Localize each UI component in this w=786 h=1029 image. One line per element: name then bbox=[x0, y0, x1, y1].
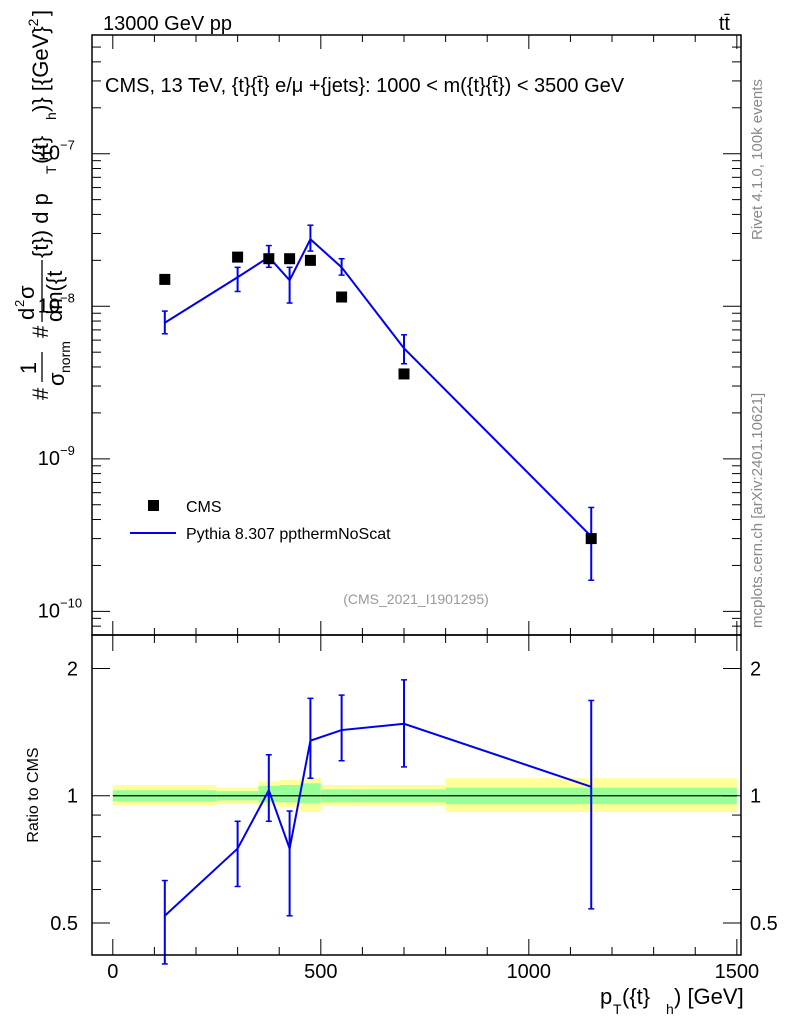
main-y-tick-label-base: 10 bbox=[38, 143, 60, 165]
xlabel-sub1: T bbox=[613, 1001, 622, 1017]
ylabel-frac2-den: dm({t bbox=[42, 271, 67, 322]
ratio-y-tick-label-right: 0.5 bbox=[750, 913, 778, 935]
data-point bbox=[284, 253, 296, 265]
data-point bbox=[263, 253, 275, 265]
ratio-y-tick-labels: 0.5 0.5 1 1 2 2 bbox=[50, 658, 778, 935]
analysis-watermark: (CMS_2021_I1901295) bbox=[343, 591, 489, 607]
main-y-tick-label-exp: −9 bbox=[60, 443, 75, 458]
main-axis-ticks bbox=[92, 34, 741, 635]
ratio-axis-ticks bbox=[92, 635, 741, 955]
data-point bbox=[232, 251, 244, 263]
main-y-tick-label-base: 10 bbox=[38, 448, 60, 470]
ratio-y-tick-label-right: 2 bbox=[750, 658, 761, 680]
ratio-x-tick-labels: 0 500 1000 1500 bbox=[107, 961, 759, 983]
ylabel-rest-2-sub: h bbox=[43, 112, 59, 120]
ylabel-frac2-d: d bbox=[14, 308, 39, 320]
ratio-y-axis-label: Ratio to CMS bbox=[25, 747, 42, 842]
ylabel-rest-1-sub: T bbox=[43, 165, 59, 174]
ratio-frame bbox=[91, 634, 742, 956]
ylabel-frac1-den-sub: norm bbox=[57, 341, 73, 373]
main-y-tick-label-base: 10 bbox=[38, 295, 60, 317]
header-right-label: tt̄ bbox=[719, 13, 731, 35]
data-point bbox=[398, 368, 410, 380]
data-point bbox=[159, 273, 171, 285]
mc-line bbox=[164, 237, 592, 538]
xlabel-sub2: h bbox=[666, 1001, 674, 1017]
ylabel-rest-1: {t}) d p bbox=[28, 193, 53, 258]
xlabel-end: ) [GeV] bbox=[674, 984, 744, 1009]
ratio-band-inner bbox=[300, 783, 321, 804]
xlabel-mid: ({t} bbox=[622, 984, 650, 1009]
x-tick-label: 500 bbox=[304, 961, 337, 983]
main-y-tick-label-exp: −8 bbox=[60, 290, 75, 305]
ylabel-rest-3-sup: -2 bbox=[25, 18, 41, 31]
main-y-tick-label-exp: −10 bbox=[60, 595, 82, 610]
x-tick-label: 0 bbox=[107, 961, 118, 983]
main-y-tick-label-base: 10 bbox=[38, 600, 60, 622]
ratio-y-tick-label-left: 2 bbox=[67, 658, 78, 680]
ratio-y-tick-label-left: 1 bbox=[67, 786, 78, 808]
ratio-y-tick-label-left: 0.5 bbox=[50, 913, 78, 935]
x-tick-label: 1500 bbox=[715, 961, 760, 983]
ylabel-hash-2: # bbox=[28, 325, 53, 338]
ylabel-rest-4: ] bbox=[28, 10, 53, 16]
rivet-version-label: Rivet 4.1.0, 100k events bbox=[749, 79, 766, 240]
data-point bbox=[585, 533, 597, 545]
ratio-mc-line bbox=[164, 722, 592, 917]
ylabel-rest-2: ({t} bbox=[28, 136, 53, 164]
data-point bbox=[336, 291, 348, 303]
ylabel-frac2-sigma: σ bbox=[14, 285, 39, 299]
legend-mc-label: Pythia 8.307 ppthermNoScat bbox=[186, 526, 391, 543]
ratio-mc-series bbox=[161, 679, 595, 965]
legend-data-label: CMS bbox=[186, 499, 222, 516]
ratio-band-inner bbox=[279, 785, 301, 803]
ratio-y-tick-label-right: 1 bbox=[750, 786, 761, 808]
mcplots-source-label: mcplots.cern.ch [arXiv:2401.10621] bbox=[749, 393, 766, 628]
main-y-tick-label-exp: −7 bbox=[60, 138, 75, 153]
data-series bbox=[159, 251, 597, 545]
legend: CMS Pythia 8.307 ppthermNoScat bbox=[130, 499, 391, 543]
header-left-label: 13000 GeV pp bbox=[103, 13, 232, 35]
ratio-panel: 0.5 0.5 1 1 2 2 0 500 1000 1500 Ratio to CMS p T… bbox=[25, 634, 778, 1017]
x-axis-label: p T ({t} h ) [GeV] bbox=[600, 984, 744, 1017]
ylabel-rest-3: )} [{GeV} bbox=[28, 26, 53, 112]
ylabel-frac1-den: σ bbox=[44, 372, 69, 386]
ylabel-frac1-num: 1 bbox=[16, 362, 41, 374]
data-point bbox=[304, 254, 316, 266]
main-y-axis-label: # 1 σ norm # d 2 σ dm({t {t}) d p T ({t}… bbox=[12, 10, 73, 400]
ylabel-hash-1: # bbox=[28, 387, 53, 400]
ylabel-frac2-sup: 2 bbox=[12, 300, 27, 307]
xlabel-main: p bbox=[600, 984, 612, 1009]
main-title: CMS, 13 TeV, {t}{t̄} e/μ +{jets}: 1000 <… bbox=[105, 75, 625, 97]
legend-data-marker bbox=[148, 500, 159, 511]
x-tick-label: 1000 bbox=[507, 961, 552, 983]
